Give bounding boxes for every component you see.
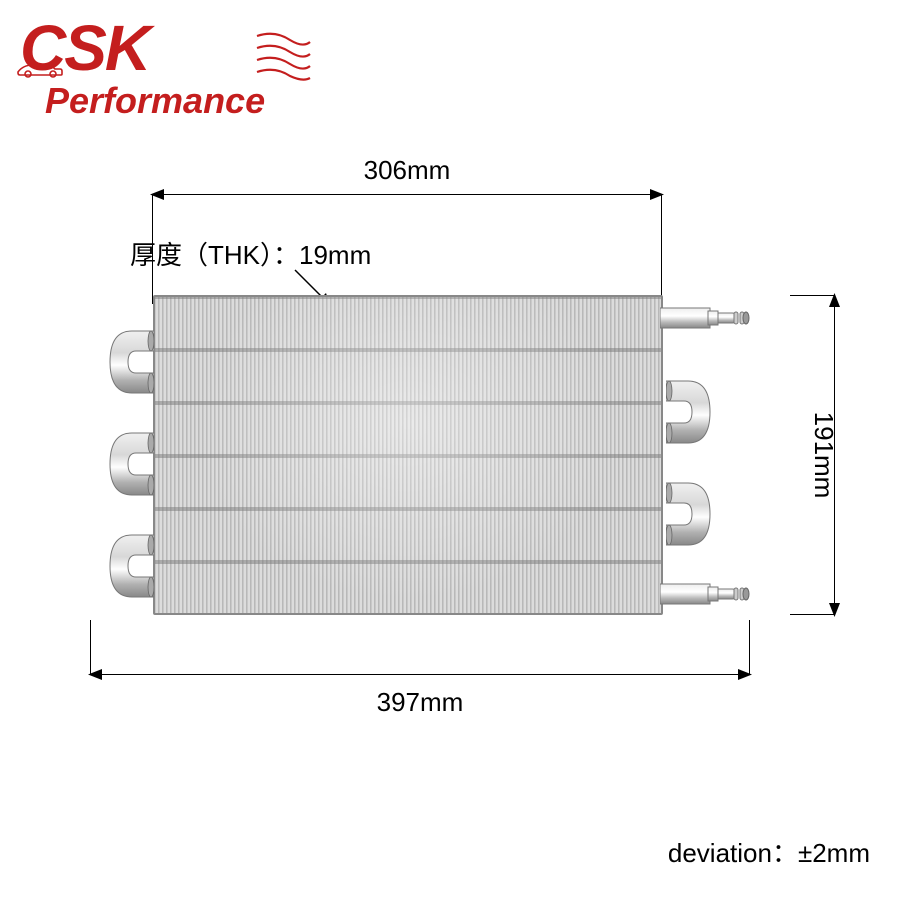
cooler-fin-core bbox=[153, 295, 663, 615]
left-ubend-2 bbox=[102, 425, 154, 503]
outlet-fitting-top bbox=[660, 301, 750, 335]
deviation-value: ±2mm bbox=[798, 838, 870, 868]
dimension-height-label: 191mm bbox=[808, 412, 839, 499]
logo-sub-text: Performance bbox=[45, 80, 265, 122]
dimension-core-width-label: 306mm bbox=[152, 155, 662, 186]
oil-cooler-illustration bbox=[90, 295, 750, 615]
logo-main-text: CSK bbox=[20, 20, 265, 78]
thickness-label-text: 厚度（THK）： bbox=[130, 240, 299, 270]
dimension-height: 191mm bbox=[790, 295, 835, 615]
left-ubend-1 bbox=[102, 323, 154, 401]
brand-logo: CSK Performance bbox=[20, 20, 265, 122]
deviation-label: deviation： bbox=[668, 838, 798, 868]
right-ubend-2 bbox=[666, 475, 718, 553]
logo-car-icon bbox=[15, 28, 65, 86]
dimension-overall-width-label: 397mm bbox=[90, 687, 750, 718]
dimension-overall-width: 397mm bbox=[90, 620, 750, 718]
dimension-core-width: 306mm bbox=[152, 155, 662, 195]
outlet-fitting-bottom bbox=[660, 577, 750, 611]
deviation-note: deviation：±2mm bbox=[668, 833, 870, 870]
logo-speed-lines-icon bbox=[255, 28, 315, 91]
left-ubend-3 bbox=[102, 527, 154, 605]
right-ubend-1 bbox=[666, 373, 718, 451]
